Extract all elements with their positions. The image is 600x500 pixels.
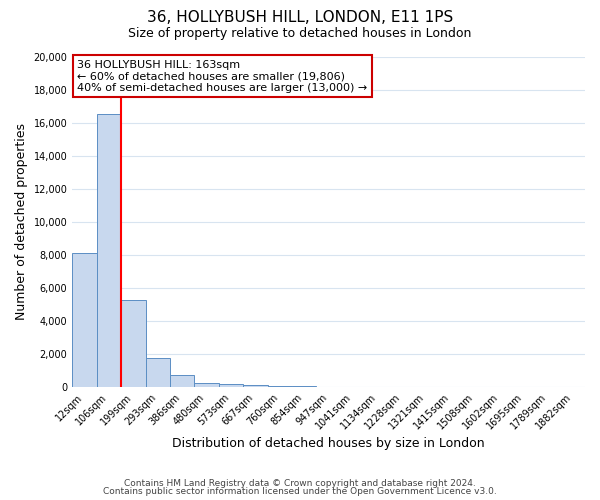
Bar (121, 300, 146, 388)
Bar (170, 375, 194, 388)
Bar (219, 384, 243, 388)
Bar (146, 358, 170, 388)
Bar (97, 114, 121, 388)
X-axis label: Distribution of detached houses by size in London: Distribution of detached houses by size … (172, 437, 485, 450)
Bar (292, 386, 316, 388)
Y-axis label: Number of detached properties: Number of detached properties (15, 124, 28, 320)
Text: Size of property relative to detached houses in London: Size of property relative to detached ho… (128, 28, 472, 40)
Text: Contains HM Land Registry data © Crown copyright and database right 2024.: Contains HM Land Registry data © Crown c… (124, 478, 476, 488)
Bar (243, 385, 268, 388)
Text: 36 HOLLYBUSH HILL: 163sqm
← 60% of detached houses are smaller (19,806)
40% of s: 36 HOLLYBUSH HILL: 163sqm ← 60% of detac… (77, 60, 368, 93)
Bar (194, 382, 219, 388)
Bar (268, 386, 292, 388)
Text: Contains public sector information licensed under the Open Government Licence v3: Contains public sector information licen… (103, 487, 497, 496)
Text: 36, HOLLYBUSH HILL, LONDON, E11 1PS: 36, HOLLYBUSH HILL, LONDON, E11 1PS (147, 10, 453, 25)
Bar (72, 254, 97, 388)
